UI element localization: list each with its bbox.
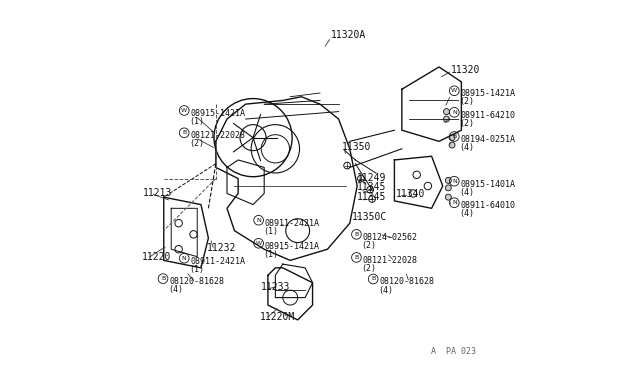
Text: (4): (4) [168, 285, 183, 294]
Text: 11249: 11249 [357, 173, 387, 183]
Circle shape [444, 116, 449, 122]
Text: N: N [452, 179, 457, 184]
Text: 08911-64210: 08911-64210 [461, 111, 516, 120]
Text: 11350C: 11350C [351, 212, 387, 221]
Text: N: N [452, 200, 457, 205]
Text: 08915-1421A: 08915-1421A [265, 242, 320, 251]
Text: B: B [371, 276, 375, 282]
Text: 11320A: 11320A [331, 31, 367, 40]
Text: B: B [355, 232, 358, 237]
Text: (2): (2) [460, 97, 474, 106]
Text: W: W [181, 108, 188, 113]
Text: 08121-22028: 08121-22028 [191, 131, 246, 140]
Text: (4): (4) [378, 286, 393, 295]
Text: 11220M: 11220M [260, 312, 295, 322]
Circle shape [445, 194, 451, 200]
Text: 08911-64010: 08911-64010 [461, 201, 516, 210]
Text: 08911-2421A: 08911-2421A [265, 219, 320, 228]
Text: B: B [452, 134, 456, 139]
Text: (1): (1) [264, 250, 278, 259]
Text: 08915-1421A: 08915-1421A [191, 109, 246, 118]
Text: 11213: 11213 [143, 188, 173, 198]
Circle shape [444, 109, 449, 115]
Text: 11340: 11340 [396, 189, 425, 199]
Text: B: B [355, 255, 358, 260]
Text: 08121-22028: 08121-22028 [363, 256, 418, 265]
Circle shape [445, 177, 451, 183]
Text: 08124-02562: 08124-02562 [363, 233, 418, 242]
Text: 11232: 11232 [207, 243, 236, 253]
Text: 08194-0251A: 08194-0251A [461, 135, 516, 144]
Text: (4): (4) [460, 143, 474, 152]
Text: 08120-81628: 08120-81628 [170, 277, 225, 286]
Text: 11320: 11320 [451, 65, 481, 74]
Text: W: W [255, 241, 262, 246]
Text: 11233: 11233 [260, 282, 290, 292]
Text: W: W [451, 88, 458, 93]
Text: (4): (4) [460, 188, 474, 197]
Text: 08120-81628: 08120-81628 [380, 278, 435, 286]
Text: 08911-2421A: 08911-2421A [191, 257, 246, 266]
Text: 08915-1401A: 08915-1401A [461, 180, 516, 189]
Text: 11220: 11220 [141, 253, 171, 262]
Text: (1): (1) [264, 227, 278, 236]
Text: (2): (2) [362, 241, 377, 250]
Text: B: B [182, 130, 186, 135]
Text: (2): (2) [460, 119, 474, 128]
Text: N: N [182, 256, 187, 261]
Text: 11345: 11345 [357, 183, 387, 192]
Text: B: B [161, 276, 165, 281]
Text: (2): (2) [362, 264, 377, 273]
Text: N: N [452, 110, 457, 115]
Text: 08915-1421A: 08915-1421A [461, 89, 516, 98]
Text: (1): (1) [189, 265, 204, 274]
Text: 11350: 11350 [342, 142, 371, 152]
Text: (2): (2) [189, 140, 204, 148]
Text: (1): (1) [189, 117, 204, 126]
Circle shape [449, 135, 455, 141]
Circle shape [445, 185, 451, 191]
Text: N: N [256, 218, 261, 223]
Text: (4): (4) [460, 209, 474, 218]
Text: A  PA 023: A PA 023 [431, 347, 476, 356]
Text: 11345: 11345 [357, 192, 387, 202]
Circle shape [449, 142, 455, 148]
